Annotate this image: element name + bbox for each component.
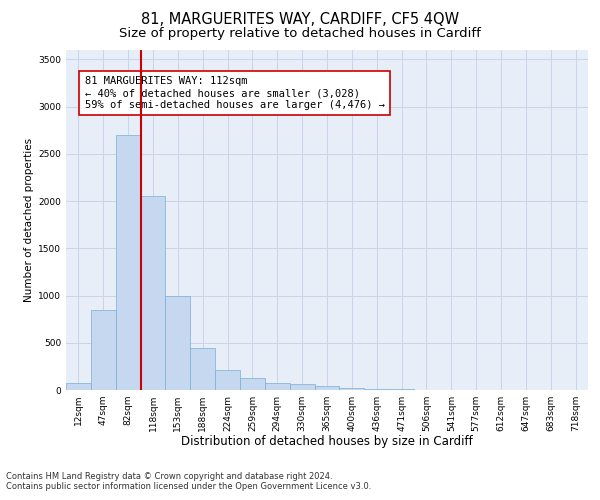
Text: Size of property relative to detached houses in Cardiff: Size of property relative to detached ho… (119, 28, 481, 40)
Bar (91, 310, 116, 390)
Bar (265, 383, 290, 390)
Text: Contains HM Land Registry data © Crown copyright and database right 2024.: Contains HM Land Registry data © Crown c… (6, 472, 332, 481)
Bar (240, 378, 265, 390)
Bar (140, 196, 166, 390)
Bar (340, 388, 364, 390)
Bar (215, 370, 240, 390)
Text: Contains public sector information licensed under the Open Government Licence v3: Contains public sector information licen… (6, 482, 371, 491)
Bar (389, 389, 414, 390)
X-axis label: Distribution of detached houses by size in Cardiff: Distribution of detached houses by size … (181, 436, 473, 448)
Bar (66, 383, 91, 390)
Text: 81 MARGUERITES WAY: 112sqm
← 40% of detached houses are smaller (3,028)
59% of s: 81 MARGUERITES WAY: 112sqm ← 40% of deta… (85, 76, 385, 110)
Y-axis label: Number of detached properties: Number of detached properties (24, 138, 34, 302)
Text: 81, MARGUERITES WAY, CARDIFF, CF5 4QW: 81, MARGUERITES WAY, CARDIFF, CF5 4QW (141, 12, 459, 28)
Bar (290, 384, 314, 390)
Bar (190, 348, 215, 390)
Bar (364, 388, 389, 390)
Bar (166, 296, 190, 390)
Bar (116, 135, 140, 390)
Bar (314, 386, 340, 390)
